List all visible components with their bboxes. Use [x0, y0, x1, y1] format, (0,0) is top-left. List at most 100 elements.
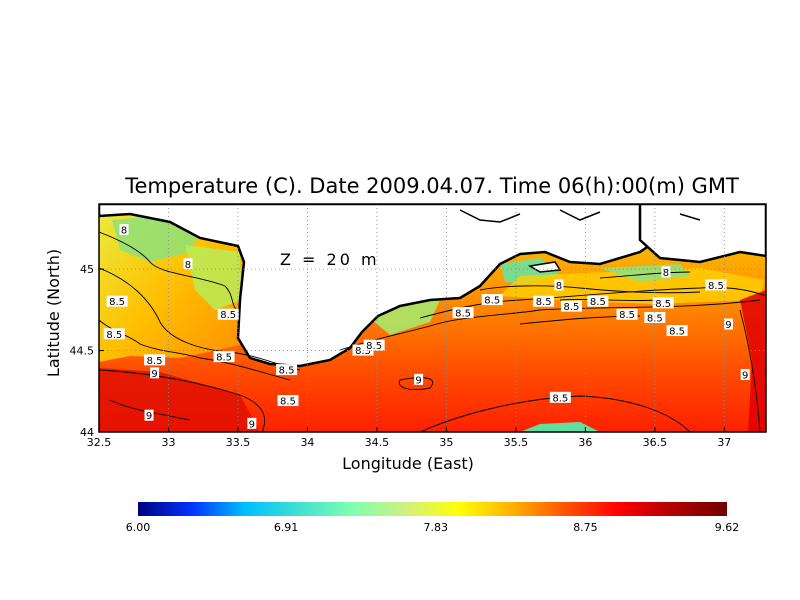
cool-patch-south: [520, 422, 600, 432]
contour-label: 8.5: [533, 295, 555, 308]
contour-label-bg: [666, 325, 688, 337]
contour-label: 9: [144, 409, 154, 422]
contour-label: 8.5: [276, 364, 298, 377]
contour-label-bg: [144, 409, 154, 421]
contour-label: 8: [554, 279, 564, 292]
y-tick-label: 44: [80, 426, 94, 439]
contour-label: 8.5: [363, 339, 385, 352]
contour-label: 8.5: [666, 325, 688, 338]
contour-labels: 888.58.58.598.58.58.58.5998.58.598.58.58…: [103, 224, 750, 430]
contour-label-bg: [644, 312, 666, 323]
x-tick-label: 35: [439, 436, 453, 449]
contour-label-text: 8.5: [216, 353, 232, 364]
x-axis-label: Longitude (East): [342, 454, 474, 473]
contour-label-text: 8.5: [536, 297, 552, 308]
contour-label-text: 8.5: [564, 302, 580, 313]
colorbar-tick-label: 7.83: [424, 521, 449, 534]
contour-label-bg: [533, 295, 555, 307]
contour-label-text: 8: [185, 260, 191, 271]
contour-label-bg: [247, 417, 257, 429]
cool-patch-kalamita: [185, 245, 242, 310]
contour-label: 8.5: [352, 344, 374, 357]
contour-label-text: 9: [725, 320, 731, 331]
y-tick-label: 45: [80, 263, 94, 276]
colorbar-tick-label: 6.91: [274, 521, 299, 534]
contour-label-text: 8: [663, 268, 669, 279]
contour-label-bg: [549, 391, 571, 403]
contour-label-text: 8.5: [552, 393, 568, 404]
contour-label-text: 8.5: [655, 299, 671, 310]
y-tick-label: 44.5: [70, 345, 95, 358]
colorbar: [138, 502, 727, 516]
contour-label-bg: [661, 266, 671, 278]
contour-label-bg: [452, 307, 474, 319]
cool-patch-south-coast: [372, 300, 440, 335]
contour-label: 8.5: [616, 308, 638, 321]
contour-label: 9: [723, 318, 733, 331]
contour-label-bg: [150, 367, 160, 379]
contour-label-text: 8.5: [484, 296, 500, 307]
contour-label-bg: [560, 300, 582, 312]
contour-label-bg: [587, 295, 609, 307]
contour-label-text: 8.5: [220, 310, 236, 321]
contour-label: 8.5: [144, 354, 166, 367]
coast-detail-2: [527, 261, 562, 273]
contour-label-bg: [119, 224, 129, 236]
contour-label-bg: [554, 279, 564, 291]
contour-label-bg: [616, 308, 638, 320]
colorbar-tick-label: 8.75: [573, 521, 598, 534]
warm-patch-east: [740, 290, 766, 432]
contour-label-text: 8.5: [669, 327, 685, 338]
contour-label-text: 8: [556, 281, 562, 292]
contour-label-bg: [740, 369, 750, 380]
contour-label-bg: [213, 351, 235, 363]
contour-label: 8.5: [452, 307, 474, 320]
contour-label-text: 8.5: [590, 297, 606, 308]
contour-label-text: 9: [742, 371, 748, 382]
x-tick-label: 37: [717, 436, 731, 449]
y-axis-label: Latitude (North): [44, 249, 63, 377]
contour-label: 8.5: [560, 300, 582, 313]
warm-band-east: [500, 268, 764, 304]
contour-label: 8.5: [705, 279, 727, 292]
map-title: Temperature (C). Date 2009.04.07. Time 0…: [124, 174, 739, 198]
contour-label-bg: [276, 364, 298, 376]
contour-label-text: 8.5: [647, 314, 663, 325]
contour-label-text: 9: [415, 375, 421, 386]
contour-label-bg: [363, 339, 385, 351]
x-tick-label: 35.5: [504, 436, 529, 449]
contour-label-bg: [414, 373, 424, 385]
colorbar-tick-label: 9.62: [715, 521, 740, 534]
contour-label: 8.5: [549, 391, 571, 404]
x-tick-label: 36: [578, 436, 592, 449]
contour-label: 9: [247, 417, 257, 430]
x-tick-label: 32.5: [87, 436, 112, 449]
contour-label-text: 8.5: [106, 330, 122, 341]
contour-label-text: 8.5: [619, 310, 635, 321]
plot-area: 888.58.58.598.58.58.58.5998.58.598.58.58…: [99, 204, 766, 432]
x-axis-ticks: 32.5 33 33.5 34 34.5 35 35.5 36 36.5 37: [87, 427, 731, 449]
plot-frame: [98, 203, 767, 433]
contour-label-bg: [183, 258, 193, 270]
x-tick-label: 34.5: [365, 436, 390, 449]
colorbar-tick-label: 6.00: [126, 521, 151, 534]
contour-label: 8.5: [106, 295, 128, 308]
contour-label-text: 8.5: [355, 346, 371, 357]
contour-label: 8.5: [652, 297, 674, 310]
coast-detail-1: [459, 209, 701, 223]
contour-label: 9: [150, 367, 160, 380]
contour-label-text: 8.5: [455, 309, 471, 320]
contour-label-text: 8.5: [366, 341, 382, 352]
contour-label-bg: [277, 395, 299, 407]
contour-label-bg: [352, 344, 374, 356]
contour-label-bg: [481, 294, 503, 306]
contour-label: 8: [183, 258, 193, 271]
x-tick-label: 34: [300, 436, 314, 449]
contour-label-text: 8.5: [109, 297, 125, 308]
contour-label-bg: [217, 308, 239, 320]
contour-label: 8.5: [103, 328, 125, 341]
x-tick-label: 36.5: [643, 436, 668, 449]
contour-label-bg: [106, 295, 128, 307]
depth-label: Z = 20 m: [280, 250, 380, 269]
